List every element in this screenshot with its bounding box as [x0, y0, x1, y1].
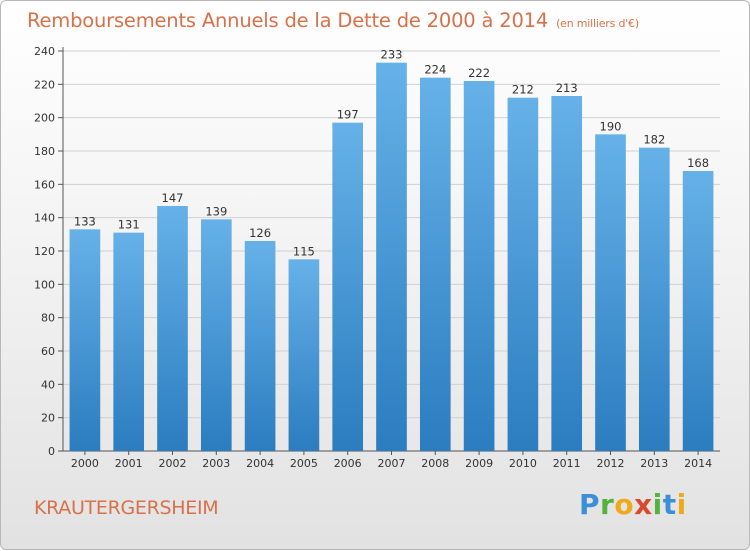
bar-value-label: 139 [205, 204, 227, 218]
bar-value-label: 182 [643, 133, 665, 147]
bar-value-label: 224 [424, 63, 446, 77]
bar-2008 [419, 77, 451, 452]
y-tick-label: 200 [34, 112, 55, 125]
x-tick-label: 2012 [597, 457, 625, 470]
bar-2013 [638, 147, 670, 451]
bar-2003 [200, 219, 232, 451]
y-tick-label: 220 [34, 78, 55, 91]
y-tick-label: 100 [34, 278, 55, 291]
bar-value-label: 233 [381, 48, 403, 62]
chart-title: Remboursements Annuels de la Dette de 20… [27, 9, 639, 32]
x-tick-label: 2000 [71, 457, 99, 470]
y-tick-label: 80 [41, 312, 55, 325]
x-tick-label: 2008 [421, 457, 449, 470]
y-tick-label: 120 [34, 245, 55, 258]
x-tick-label: 2014 [684, 457, 712, 470]
x-tick-label: 2005 [290, 457, 318, 470]
bars [69, 62, 714, 452]
bar-2001 [113, 232, 145, 451]
bar-2014 [682, 171, 714, 451]
x-tick-label: 2004 [246, 457, 274, 470]
y-tick-label: 20 [41, 412, 55, 425]
bar-value-label: 133 [74, 214, 96, 228]
bar-2006 [332, 122, 364, 452]
bar-value-label: 126 [249, 226, 271, 240]
x-tick-label: 2002 [159, 457, 187, 470]
bar-2002 [157, 206, 188, 451]
bar-2005 [288, 259, 320, 451]
x-tick-label: 2003 [202, 457, 230, 470]
bar-value-label: 222 [468, 66, 490, 80]
bar-value-label: 212 [512, 83, 534, 97]
bar-2009 [463, 81, 495, 451]
y-tick-label: 40 [41, 378, 55, 391]
y-tick-label: 160 [34, 178, 55, 191]
x-tick-label: 2010 [509, 457, 537, 470]
bar-2000 [69, 229, 101, 451]
x-tick-label: 2007 [378, 457, 406, 470]
y-tick-label: 240 [34, 45, 55, 58]
bar-2007 [376, 62, 407, 452]
bar-2011 [551, 96, 583, 451]
bar-value-label: 131 [118, 218, 140, 232]
labels: 133 2000 131 2001 147 2002 139 2003 126 2004 115 20… [71, 48, 712, 470]
commune-name: KRAUTERGERSHEIM [34, 497, 219, 519]
x-tick-label: 2006 [334, 457, 362, 470]
bar-2012 [595, 134, 626, 452]
bar-value-label: 190 [600, 119, 622, 133]
x-tick-label: 2011 [553, 457, 581, 470]
chart-title-text: Remboursements Annuels de la Dette de 20… [27, 9, 549, 32]
bar-value-label: 147 [162, 191, 184, 205]
bar-value-label: 168 [687, 156, 709, 170]
x-tick-label: 2009 [465, 457, 493, 470]
bar-value-label: 213 [556, 81, 578, 95]
y-tick-label: 180 [34, 145, 55, 158]
bar-value-label: 115 [293, 244, 315, 258]
y-tick-label: 60 [41, 345, 55, 358]
y-tick-label: 140 [34, 212, 55, 225]
x-tick-label: 2013 [640, 457, 668, 470]
bar-value-label: 197 [337, 108, 359, 122]
y-tick-label: 0 [48, 445, 55, 458]
chart-unit-note: (en milliers d'€) [556, 17, 639, 30]
x-tick-label: 2001 [115, 457, 143, 470]
proxiti-logo: Proxiti [579, 488, 687, 521]
bar-2010 [507, 97, 539, 452]
bar-2004 [244, 241, 276, 451]
